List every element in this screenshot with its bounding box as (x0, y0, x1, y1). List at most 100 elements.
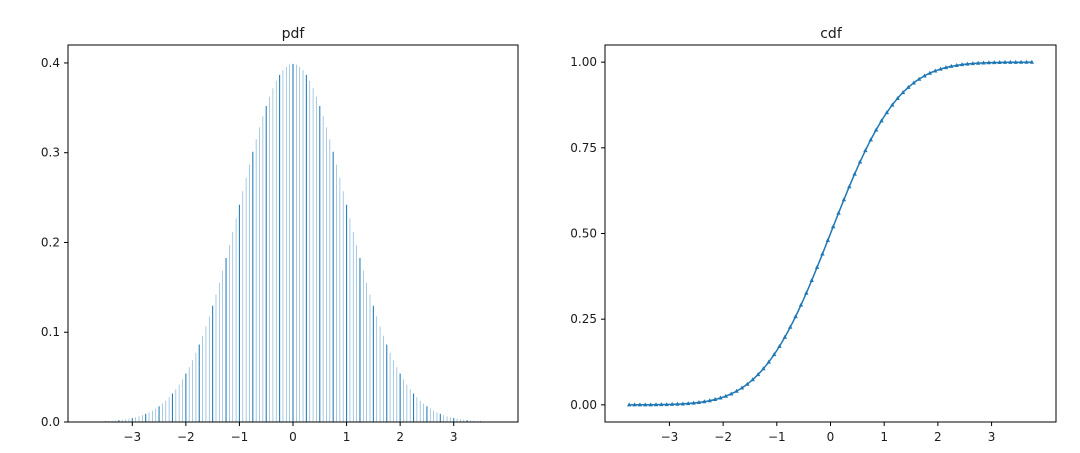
pdf-x-tick-label: 1 (343, 430, 351, 444)
cdf-y-tick-label: 1.00 (570, 55, 597, 69)
pdf-bars (91, 63, 495, 422)
pdf-y-axis: 0.0 0.1 0.2 0.3 0.4 (41, 56, 68, 429)
cdf-point (981, 60, 986, 65)
cdf-point (965, 61, 970, 66)
cdf-point (788, 324, 793, 329)
cdf-point (755, 372, 761, 377)
cdf-point (900, 90, 906, 95)
cdf-point (949, 63, 954, 68)
cdf-point (702, 399, 707, 404)
pdf-y-tick-label: 0.4 (41, 56, 60, 70)
cdf-point (718, 395, 723, 400)
cdf-point (680, 401, 686, 406)
cdf-point (739, 385, 745, 390)
cdf-markers (626, 59, 1035, 407)
cdf-subplot: cdf −3 −2 −1 0 1 2 3 0.00 0.25 0.50 0.75 1.00 (570, 26, 1057, 444)
cdf-point (922, 73, 927, 78)
cdf-point (884, 110, 890, 115)
cdf-point (890, 102, 895, 107)
pdf-x-tick-label: −1 (231, 430, 249, 444)
cdf-point (1013, 59, 1018, 64)
cdf-point (626, 402, 632, 407)
cdf-point (686, 401, 691, 406)
cdf-point (728, 391, 734, 396)
cdf-y-tick-label: 0.25 (570, 312, 597, 326)
cdf-x-tick-label: −3 (661, 430, 679, 444)
cdf-x-tick-label: 1 (880, 430, 888, 444)
cdf-point (637, 402, 643, 407)
pdf-x-tick-label: 3 (450, 430, 458, 444)
cdf-point (997, 60, 1002, 65)
cdf-point (916, 76, 922, 81)
cdf-point (975, 60, 981, 65)
cdf-point (868, 137, 873, 142)
cdf-point (712, 397, 718, 402)
pdf-y-tick-label: 0.2 (41, 235, 60, 249)
cdf-point (809, 277, 814, 282)
cdf-point (911, 80, 916, 85)
pdf-title: pdf (282, 26, 306, 42)
cdf-point (771, 352, 777, 357)
pdf-y-tick-label: 0.1 (41, 325, 60, 339)
cdf-point (841, 197, 847, 202)
cdf-point (1029, 59, 1035, 64)
cdf-point (863, 148, 868, 153)
cdf-x-axis: −3 −2 −1 0 1 2 3 (661, 422, 996, 444)
cdf-point (906, 84, 911, 89)
cdf-point (873, 127, 879, 132)
cdf-y-tick-label: 0.00 (570, 398, 597, 412)
cdf-point (847, 184, 852, 189)
cdf-point (804, 290, 809, 295)
cdf-x-tick-label: −2 (714, 430, 732, 444)
cdf-point (895, 95, 900, 100)
cdf-point (745, 381, 750, 386)
cdf-point (696, 400, 702, 405)
cdf-point (959, 62, 965, 67)
cdf-x-tick-label: −1 (768, 430, 786, 444)
cdf-point (830, 224, 836, 229)
cdf-point (992, 60, 997, 65)
cdf-y-axis: 0.00 0.25 0.50 0.75 1.00 (570, 55, 605, 412)
pdf-y-tick-label: 0.3 (41, 146, 60, 160)
cdf-point (986, 60, 992, 65)
cdf-y-tick-label: 0.75 (570, 141, 597, 155)
cdf-point (836, 210, 841, 215)
cdf-point (814, 264, 820, 269)
cdf-line (629, 61, 1032, 406)
cdf-point (653, 402, 659, 407)
pdf-x-tick-label: −3 (123, 430, 141, 444)
pdf-x-axis: −3 −2 −1 0 1 2 3 (123, 422, 458, 444)
cdf-point (632, 402, 637, 407)
pdf-x-tick-label: 2 (396, 430, 404, 444)
cdf-point (932, 68, 938, 73)
cdf-x-tick-label: 2 (934, 430, 942, 444)
cdf-point (750, 377, 755, 382)
cdf-point (777, 343, 782, 348)
cdf-point (761, 366, 766, 371)
cdf-point (1002, 59, 1008, 64)
cdf-point (820, 251, 825, 256)
cdf-curve (629, 61, 1032, 406)
cdf-point (723, 393, 729, 398)
cdf-point (648, 402, 653, 407)
cdf-point (970, 61, 975, 66)
cdf-point (943, 65, 949, 70)
cdf-point (675, 401, 680, 406)
cdf-point (825, 237, 831, 242)
cdf-point (938, 66, 943, 71)
pdf-x-tick-label: 0 (289, 430, 297, 444)
cdf-x-tick-label: 3 (988, 430, 996, 444)
cdf-point (927, 70, 933, 75)
cdf-point (954, 62, 959, 67)
cdf-point (669, 401, 675, 406)
cdf-x-tick-label: 0 (827, 430, 835, 444)
cdf-point (1008, 59, 1013, 64)
cdf-point (852, 171, 857, 176)
cdf-point (766, 359, 771, 364)
cdf-point (691, 400, 696, 405)
cdf-point (707, 398, 712, 403)
cdf-y-tick-label: 0.50 (570, 227, 597, 241)
cdf-point (782, 334, 788, 339)
cdf-point (879, 118, 884, 123)
cdf-point (664, 402, 669, 407)
